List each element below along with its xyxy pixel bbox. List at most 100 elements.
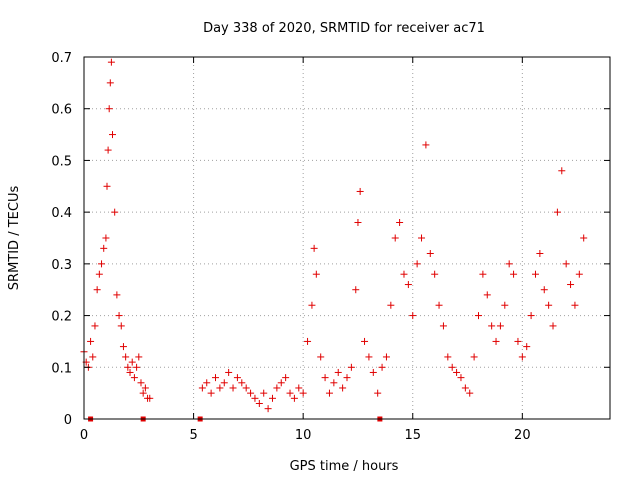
data-point (295, 384, 303, 392)
data-point (102, 234, 110, 242)
data-point (238, 379, 246, 387)
data-point (119, 343, 127, 351)
data-point (100, 244, 108, 252)
data-point (242, 384, 250, 392)
data-point (251, 394, 259, 402)
data-point (461, 384, 469, 392)
data-point (312, 270, 320, 278)
y-tick-label: 0.6 (51, 103, 72, 118)
data-point (448, 363, 456, 371)
data-point (104, 146, 112, 154)
x-tick-label: 0 (80, 428, 88, 443)
data-point (141, 384, 149, 392)
y-tick-label: 0 (64, 413, 72, 428)
data-point (299, 389, 307, 397)
data-point (124, 363, 132, 371)
x-tick-label: 20 (514, 428, 531, 443)
data-point (369, 368, 377, 376)
data-point (496, 322, 504, 330)
x-axis-label: GPS time / hours (290, 459, 399, 474)
data-point (514, 337, 522, 345)
data-point (277, 379, 285, 387)
y-tick-label: 0.5 (51, 154, 72, 169)
data-point (115, 312, 123, 320)
data-point (435, 301, 443, 309)
data-point (558, 167, 566, 175)
data-point (216, 384, 224, 392)
data-point (562, 260, 570, 268)
axis-ticks (83, 56, 610, 420)
data-point (87, 337, 95, 345)
data-point (567, 281, 575, 289)
data-point (317, 353, 325, 361)
y-tick-label: 0.3 (51, 258, 72, 273)
data-point (321, 374, 329, 382)
data-point (527, 312, 535, 320)
data-point (580, 234, 588, 242)
data-point (91, 322, 99, 330)
data-point (444, 353, 452, 361)
data-point (409, 312, 417, 320)
data-point (247, 389, 255, 397)
data-point (396, 218, 404, 226)
data-point (310, 244, 318, 252)
data-point (387, 301, 395, 309)
data-point (133, 363, 141, 371)
data-point (103, 182, 111, 190)
data-point (347, 363, 355, 371)
data-point (264, 405, 272, 413)
x-tick-labels: 0 5 10 15 20 (80, 428, 531, 443)
data-point (470, 353, 478, 361)
data-point (93, 286, 101, 294)
y-tick-label: 0.7 (51, 51, 72, 66)
data-point (523, 343, 531, 351)
data-point (354, 218, 362, 226)
data-point (374, 389, 382, 397)
data-point (378, 363, 386, 371)
data-point (282, 374, 290, 382)
data-point (422, 141, 430, 149)
data-point (308, 301, 316, 309)
x-tick-label: 15 (404, 428, 421, 443)
data-point (343, 374, 351, 382)
data-point (404, 281, 412, 289)
data-point (553, 208, 561, 216)
data-point (488, 322, 496, 330)
data-point (122, 353, 130, 361)
data-point (325, 389, 333, 397)
chart-title: Day 338 of 2020, SRMTID for receiver ac7… (203, 21, 485, 36)
data-point (135, 353, 143, 361)
y-tick-label: 0.1 (51, 361, 72, 376)
data-point (540, 286, 548, 294)
data-point (457, 374, 465, 382)
data-point (382, 353, 390, 361)
data-point (273, 384, 281, 392)
plot-frame (83, 56, 611, 420)
data-point (286, 389, 294, 397)
data-point (330, 379, 338, 387)
data-point (356, 187, 364, 195)
data-point (233, 374, 241, 382)
data-point (260, 389, 268, 397)
data-point (418, 234, 426, 242)
x-tick-label: 5 (189, 428, 197, 443)
data-point (107, 58, 115, 66)
data-point (479, 270, 487, 278)
data-point (334, 368, 342, 376)
data-point (95, 270, 103, 278)
data-point (117, 322, 125, 330)
data-point (575, 270, 583, 278)
data-point (108, 131, 116, 139)
data-point (139, 389, 147, 397)
data-point (501, 301, 509, 309)
data-point (207, 389, 215, 397)
data-point (518, 353, 526, 361)
data-point (225, 368, 233, 376)
data-point (453, 368, 461, 376)
data-point (361, 337, 369, 345)
y-tick-labels: 0 0.1 0.2 0.3 0.4 0.5 0.6 0.7 (51, 51, 72, 428)
data-point (505, 260, 513, 268)
y-tick-label: 0.4 (51, 206, 72, 221)
data-point (426, 250, 434, 258)
